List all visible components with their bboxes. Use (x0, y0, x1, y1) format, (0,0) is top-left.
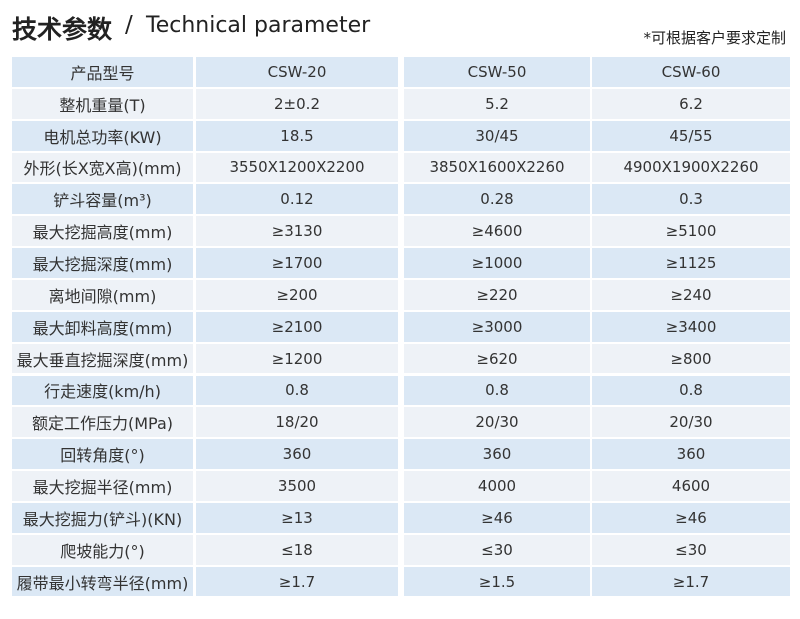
value-cell: 30/45 (404, 120, 590, 151)
row-label: 回转角度(°) (12, 439, 193, 470)
row-label: 最大挖掘力(铲斗)(KN) (12, 502, 193, 533)
value-cell: 360 (404, 439, 590, 470)
title-cn: 技术参数 (12, 15, 113, 44)
row-label: 最大挖掘深度(mm) (12, 248, 193, 278)
row-label: 离地间隙(mm) (12, 279, 193, 310)
value-cell: ≥200 (196, 279, 398, 310)
row-label: 电机总功率(KW) (12, 120, 193, 151)
value-cell: ≥46 (404, 502, 590, 533)
value-cell: ≤30 (404, 534, 590, 565)
value-cell: 6.2 (592, 88, 790, 119)
value-cell: ≥1.7 (592, 566, 790, 597)
value-cell: CSW-20 (196, 57, 398, 87)
value-cell: ≥800 (592, 343, 790, 374)
value-cell: 2±0.2 (196, 88, 398, 119)
value-cell: 360 (196, 439, 398, 470)
value-cell: 5.2 (404, 88, 590, 119)
title-separator: / (125, 12, 133, 38)
row-label: 最大挖掘高度(mm) (12, 216, 193, 247)
row-label: 最大垂直挖掘深度(mm) (12, 343, 193, 374)
row-label: 整机重量(T) (12, 88, 193, 119)
value-cell: CSW-50 (404, 57, 590, 87)
note: *可根据客户要求定制 (643, 29, 786, 47)
value-cell: ≥3130 (196, 216, 398, 247)
row-label: 履带最小转弯半径(mm) (12, 566, 193, 597)
title-en: Technical parameter (146, 13, 371, 38)
row-label: 爬坡能力(°) (12, 534, 193, 565)
row-label: 外形(长X宽X高)(mm) (12, 152, 193, 183)
value-cell: ≥240 (592, 279, 790, 310)
value-cell: 3850X1600X2260 (404, 152, 590, 183)
value-cell: ≤30 (592, 534, 790, 565)
value-cell: 4600 (592, 471, 790, 501)
value-cell: 4000 (404, 471, 590, 501)
value-cell: 360 (592, 439, 790, 470)
row-label: 最大卸料高度(mm) (12, 311, 193, 342)
value-cell: 3500 (196, 471, 398, 501)
value-cell: CSW-60 (592, 57, 790, 87)
value-cell: 0.8 (196, 375, 398, 406)
value-cell: 4900X1900X2260 (592, 152, 790, 183)
row-label: 最大挖掘半径(mm) (12, 471, 193, 501)
value-cell: 3550X1200X2200 (196, 152, 398, 183)
value-cell: 18/20 (196, 407, 398, 438)
value-cell: ≥1.7 (196, 566, 398, 597)
value-cell: ≥2100 (196, 311, 398, 342)
value-cell: 0.8 (404, 375, 590, 406)
value-cell: ≥3000 (404, 311, 590, 342)
value-cell: 20/30 (592, 407, 790, 438)
value-cell: 0.28 (404, 184, 590, 215)
value-cell: ≥620 (404, 343, 590, 374)
value-cell: ≥3400 (592, 311, 790, 342)
value-cell: ≥5100 (592, 216, 790, 247)
row-label: 额定工作压力(MPa) (12, 407, 193, 438)
value-cell: ≤18 (196, 534, 398, 565)
row-label: 行走速度(km/h) (12, 375, 193, 406)
value-cell: ≥1700 (196, 248, 398, 278)
value-cell: ≥220 (404, 279, 590, 310)
value-cell: ≥1.5 (404, 566, 590, 597)
row-label: 铲斗容量(m³) (12, 184, 193, 215)
value-cell: 0.12 (196, 184, 398, 215)
value-cell: ≥4600 (404, 216, 590, 247)
value-cell: 0.8 (592, 375, 790, 406)
value-cell: 45/55 (592, 120, 790, 151)
value-cell: 0.3 (592, 184, 790, 215)
value-cell: ≥1000 (404, 248, 590, 278)
value-cell: 20/30 (404, 407, 590, 438)
value-cell: ≥1200 (196, 343, 398, 374)
value-cell: ≥13 (196, 502, 398, 533)
row-label: 产品型号 (12, 57, 193, 87)
value-cell: ≥46 (592, 502, 790, 533)
value-cell: ≥1125 (592, 248, 790, 278)
value-cell: 18.5 (196, 120, 398, 151)
